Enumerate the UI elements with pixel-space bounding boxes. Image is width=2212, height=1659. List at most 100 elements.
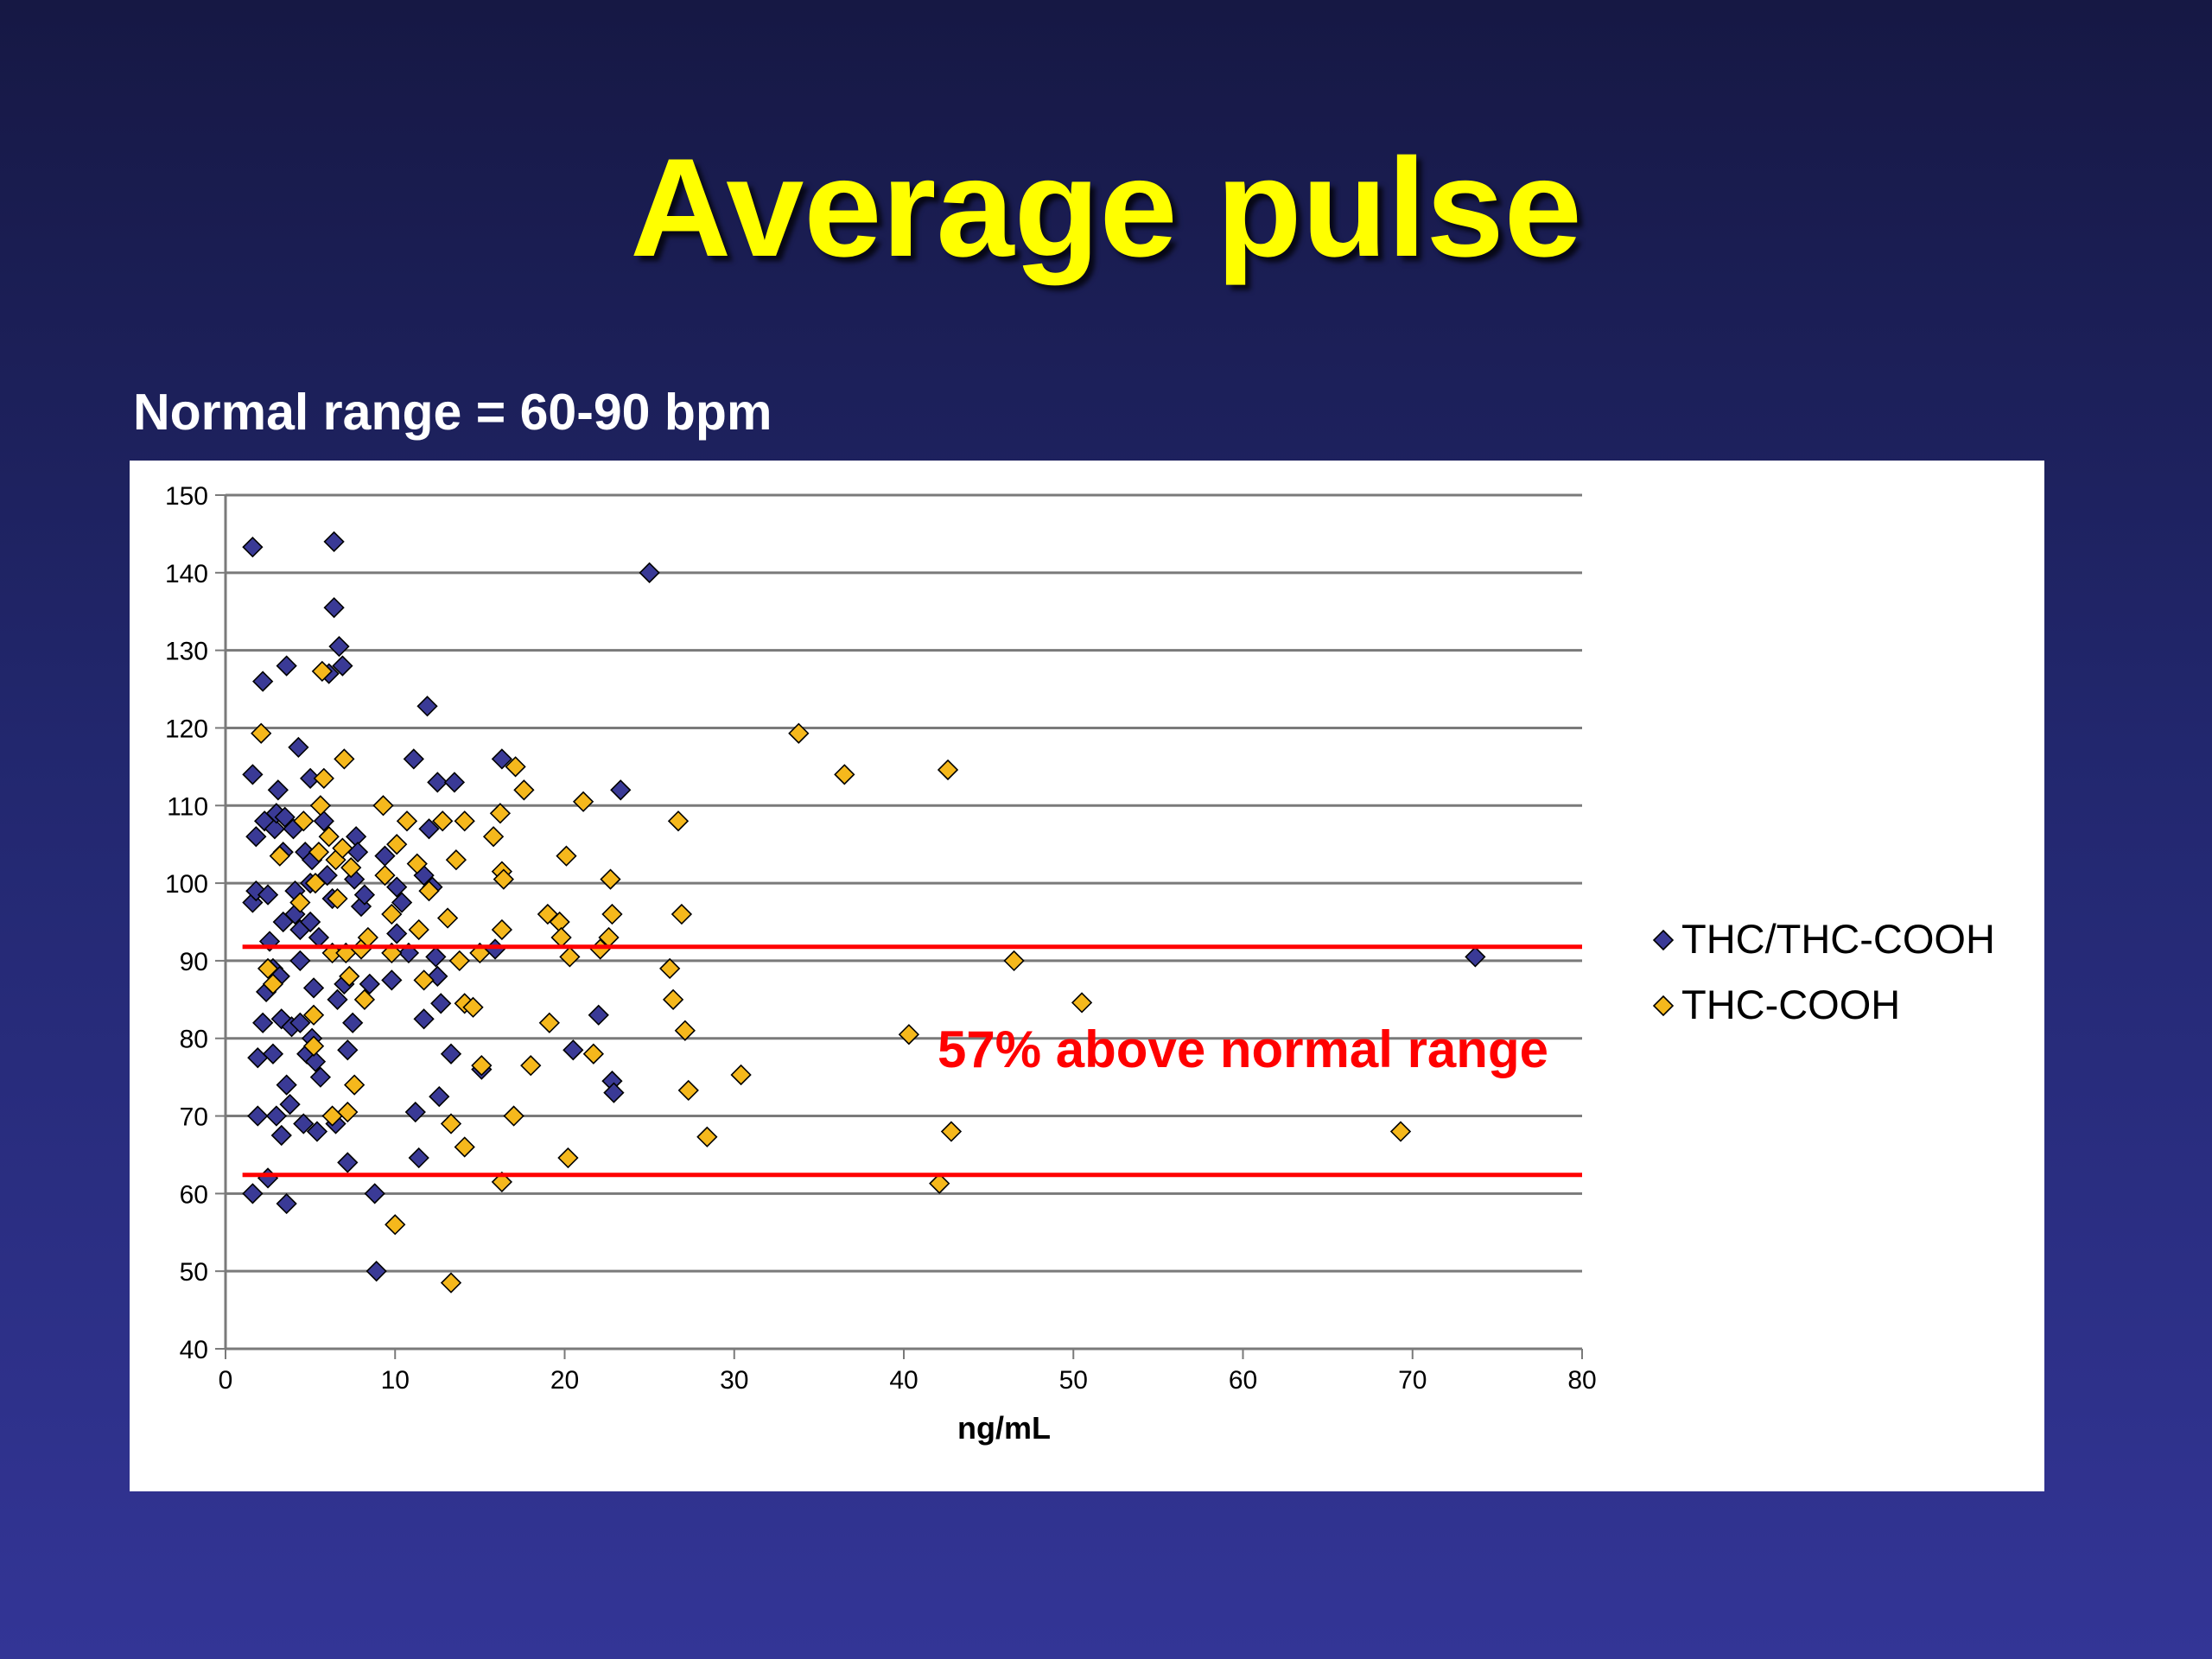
data-point <box>503 1105 524 1127</box>
data-point <box>353 884 376 906</box>
data-point <box>345 826 367 848</box>
data-point <box>520 1055 542 1077</box>
data-point <box>436 907 459 929</box>
data-point <box>327 988 348 1010</box>
data-point <box>429 1085 450 1108</box>
x-tick-label: 60 <box>1229 1366 1257 1395</box>
data-point <box>323 597 345 619</box>
data-point <box>276 1074 297 1096</box>
data-point <box>601 903 623 925</box>
data-point <box>940 1121 963 1142</box>
x-tick-label: 40 <box>889 1366 918 1395</box>
data-point <box>293 810 315 832</box>
data-point <box>413 1008 435 1030</box>
data-point <box>440 1272 462 1294</box>
data-point <box>339 965 360 988</box>
data-point <box>505 756 526 778</box>
data-point <box>572 791 594 812</box>
x-axis-label: ng/mL <box>957 1410 1051 1446</box>
data-point <box>274 806 296 828</box>
data-point <box>289 950 311 972</box>
x-tick-label: 20 <box>550 1366 579 1395</box>
data-point <box>413 969 435 991</box>
data-point <box>308 926 330 949</box>
data-point <box>418 818 440 840</box>
data-point <box>323 531 345 553</box>
data-point <box>265 1105 288 1127</box>
data-point <box>788 722 810 744</box>
data-point <box>328 636 350 658</box>
data-point <box>898 1024 920 1046</box>
y-tick-label: 80 <box>180 1026 208 1054</box>
data-point <box>425 946 447 968</box>
data-point <box>364 1183 385 1205</box>
data-point <box>270 1124 292 1147</box>
data-point <box>1003 950 1025 972</box>
data-point <box>365 1261 387 1282</box>
x-tick-labels: 0 10 20 30 40 50 60 70 80 <box>219 1366 1597 1395</box>
data-point <box>332 837 353 859</box>
data-point <box>432 810 454 832</box>
data-point <box>308 842 330 863</box>
legend-marker-series-2 <box>1652 995 1675 1017</box>
data-point <box>247 1105 269 1127</box>
y-tick-label: 120 <box>165 715 208 743</box>
data-point <box>302 1035 325 1057</box>
data-point <box>293 1113 315 1135</box>
data-point <box>937 759 959 781</box>
data-point <box>443 772 466 793</box>
data-point <box>408 918 429 941</box>
x-tick-label: 30 <box>720 1366 748 1395</box>
y-tick-label: 60 <box>180 1180 208 1209</box>
data-point <box>538 1012 560 1033</box>
data-point <box>1389 1121 1412 1142</box>
data-point <box>430 993 452 1014</box>
data-point <box>269 845 290 867</box>
data-point <box>696 1126 718 1147</box>
data-point <box>304 872 327 894</box>
data-point <box>264 818 286 840</box>
data-point <box>418 880 440 902</box>
data-point <box>391 892 413 913</box>
data-point <box>344 1074 365 1096</box>
data-point <box>482 826 505 848</box>
data-point <box>288 736 309 759</box>
data-point <box>440 1043 462 1065</box>
data-point <box>350 895 372 918</box>
pulse-scatter-chart: 40 50 60 70 80 90 100 110 120 130 140 150 0 10 20 30 40… <box>165 482 1995 1446</box>
legend-label-series-1: THC/THC-COOH <box>1681 916 1995 962</box>
data-point <box>242 764 264 785</box>
data-point <box>381 969 403 991</box>
data-point <box>403 748 424 770</box>
data-point <box>242 537 264 558</box>
chart-panel: 40 50 60 70 80 90 100 110 120 130 140 150 0 10 20 30 40… <box>130 461 2044 1491</box>
y-tick-label: 40 <box>180 1336 208 1364</box>
data-point <box>332 655 353 677</box>
data-point <box>381 942 403 964</box>
data-point <box>834 764 855 785</box>
data-point <box>513 779 535 801</box>
data-point <box>603 1082 625 1103</box>
legend: THC/THC-COOH THC-COOH <box>1652 916 1995 1027</box>
data-point <box>257 884 279 906</box>
data-point <box>276 1192 297 1215</box>
y-tick-labels: 40 50 60 70 80 90 100 110 120 130 140 150 <box>165 482 208 1364</box>
data-point <box>677 1079 699 1102</box>
data-point <box>730 1064 752 1086</box>
data-point <box>257 957 279 980</box>
data-point <box>252 1012 274 1033</box>
data-point <box>469 942 491 964</box>
data-point <box>1465 946 1486 968</box>
data-point <box>372 795 394 817</box>
data-point <box>318 826 340 848</box>
data-point <box>276 655 297 677</box>
data-point <box>289 892 311 913</box>
y-tick-label: 90 <box>180 948 208 976</box>
data-point <box>340 856 362 879</box>
data-point <box>251 722 272 744</box>
x-tick-label: 80 <box>1567 1366 1596 1395</box>
series-2-points <box>251 660 1412 1294</box>
data-point <box>289 1012 311 1033</box>
data-point <box>639 562 660 583</box>
data-point <box>662 988 684 1010</box>
